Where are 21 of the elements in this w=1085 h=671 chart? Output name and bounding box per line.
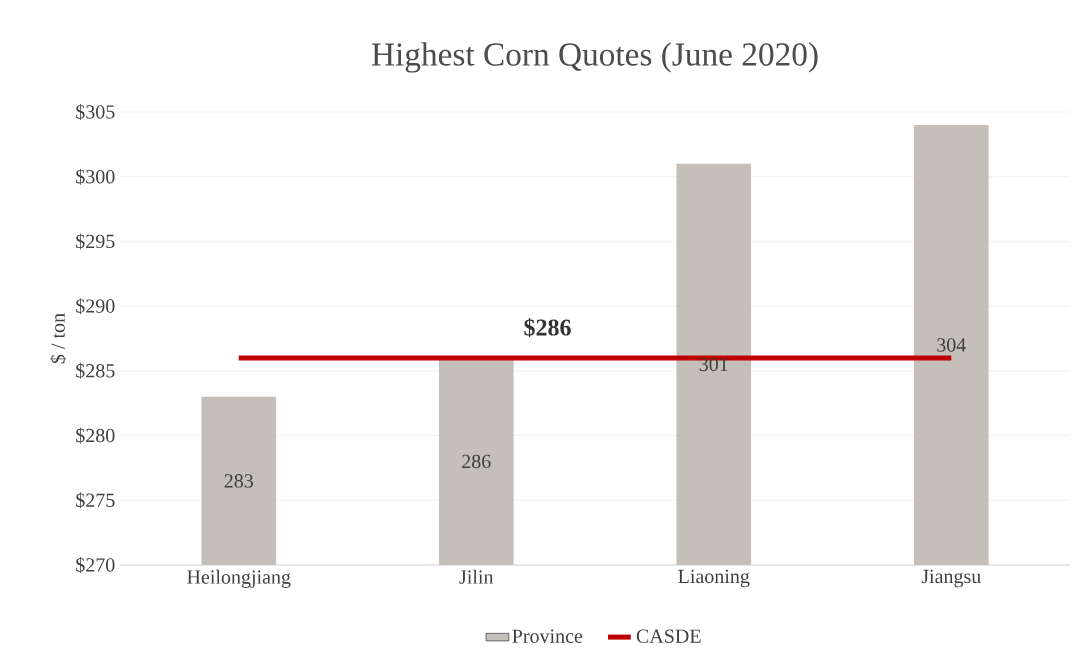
annotation: $286 [524,318,571,338]
x-tick-label: Jiangsu [921,569,981,588]
x-tick-label: Jilin [459,569,494,584]
y-tick-label: $290 [76,298,115,315]
y-tick-label: $285 [76,362,115,379]
y-tick-label: $275 [76,492,115,509]
data-label: 304 [937,338,966,352]
data-label: 283 [224,474,253,488]
x-tick-label: Heilongjiang [187,569,291,588]
y-tick-label: $300 [76,168,115,185]
y-tick-label: $305 [76,104,115,121]
y-tick-label: $280 [76,427,115,444]
data-label: 286 [462,454,491,469]
chart-title: Highest Corn Quotes (June 2020) [371,42,818,73]
y-axis-title: $ / ton [50,313,67,364]
y-tick-label: $295 [76,233,115,250]
data-label: 301 [699,357,728,372]
x-tick-label: Liaoning [678,569,750,588]
y-tick-label: $270 [76,557,115,574]
legend-label: CASDE [636,629,701,643]
legend-label: Province [512,629,583,643]
